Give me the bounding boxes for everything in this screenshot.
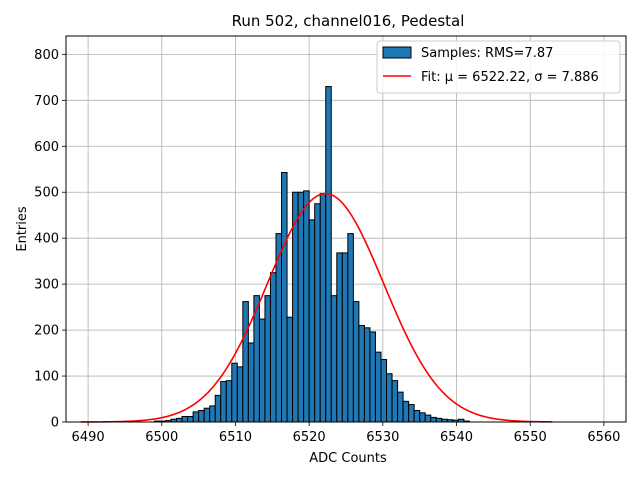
histogram-bar [402,400,410,423]
histogram-bar [363,327,371,423]
x-tick-label: 6560 [587,430,620,445]
x-tick-label: 6490 [72,430,105,445]
histogram-bar [397,391,404,423]
histogram-bar [347,233,354,423]
histogram-bar [303,190,310,423]
y-tick-label: 300 [34,278,59,293]
gaussian-fit-line [80,192,553,423]
histogram-bar [203,407,211,423]
histogram-bar [236,366,244,423]
histogram-bar [325,86,332,423]
chart-title: Run 502, channel016, Pedestal [232,12,465,30]
histogram-bar [314,203,321,423]
x-axis-ticks: 6490 6500 6510 6520 6530 6540 6550 6560 [72,422,620,445]
histogram-bar [435,417,443,423]
histogram-bar [358,325,365,423]
histogram-bar [209,405,216,423]
y-tick-label: 100 [34,370,59,385]
histogram-bar [391,380,399,423]
y-axis-ticks: 0 100 200 300 400 500 600 700 800 [34,48,66,431]
histogram-bars [153,86,470,423]
histogram-bar [225,380,233,423]
histogram-bar [413,410,421,423]
histogram-bar [386,373,393,423]
x-tick-label: 6520 [293,430,326,445]
histogram-bar [269,272,277,423]
histogram-bar [297,191,305,423]
legend-histogram-swatch [382,46,412,59]
histogram-bar [220,381,227,423]
legend-histogram-label: Samples: RMS=7.87 [421,46,553,61]
histogram-bar [214,394,222,423]
histogram-bar [242,301,249,423]
histogram-bar [341,252,349,423]
histogram-bar [352,301,360,423]
histogram-bar [281,171,288,423]
fit-curve [80,192,553,423]
x-axis-label: ADC Counts [309,451,387,466]
histogram-bar [187,415,194,423]
y-tick-label: 0 [51,416,59,431]
histogram-bar [336,252,343,423]
x-tick-label: 6530 [366,430,399,445]
histogram-bar [176,417,183,423]
histogram-bar [181,415,189,423]
plot-frame [65,35,627,423]
histogram-bar [430,416,437,423]
y-tick-label: 200 [34,324,59,339]
y-tick-label: 700 [34,94,59,109]
histogram-bar [192,411,200,423]
y-axis-label: Entries [15,206,30,252]
x-tick-label: 6510 [219,430,252,445]
histogram-bar [264,295,271,423]
y-tick-label: 800 [34,48,59,63]
y-tick-label: 600 [34,140,59,155]
grid [66,36,626,423]
histogram-bar [424,414,432,423]
x-tick-label: 6540 [440,430,473,445]
histogram-bar [330,295,338,423]
histogram-bar [319,193,327,423]
histogram-bar [369,331,376,423]
y-tick-label: 400 [34,232,59,247]
y-tick-label: 500 [34,186,59,201]
histogram-bar [198,410,205,423]
histogram-bar [247,342,255,423]
legend-fit-label: Fit: μ = 6522.22, σ = 7.886 [421,70,599,85]
histogram-bar [231,362,238,423]
histogram-bar [380,359,388,423]
legend-box [376,40,621,94]
histogram-bar [408,404,415,423]
x-tick-label: 6500 [145,430,178,445]
histogram-bar [258,318,266,423]
histogram-bar [308,219,316,423]
histogram-bar [374,351,382,423]
x-tick-label: 6550 [514,430,547,445]
histogram-bar [286,316,294,423]
legend: Samples: RMS=7.87 Fit: μ = 6522.22, σ = … [376,40,621,94]
histogram-bar [419,412,426,423]
